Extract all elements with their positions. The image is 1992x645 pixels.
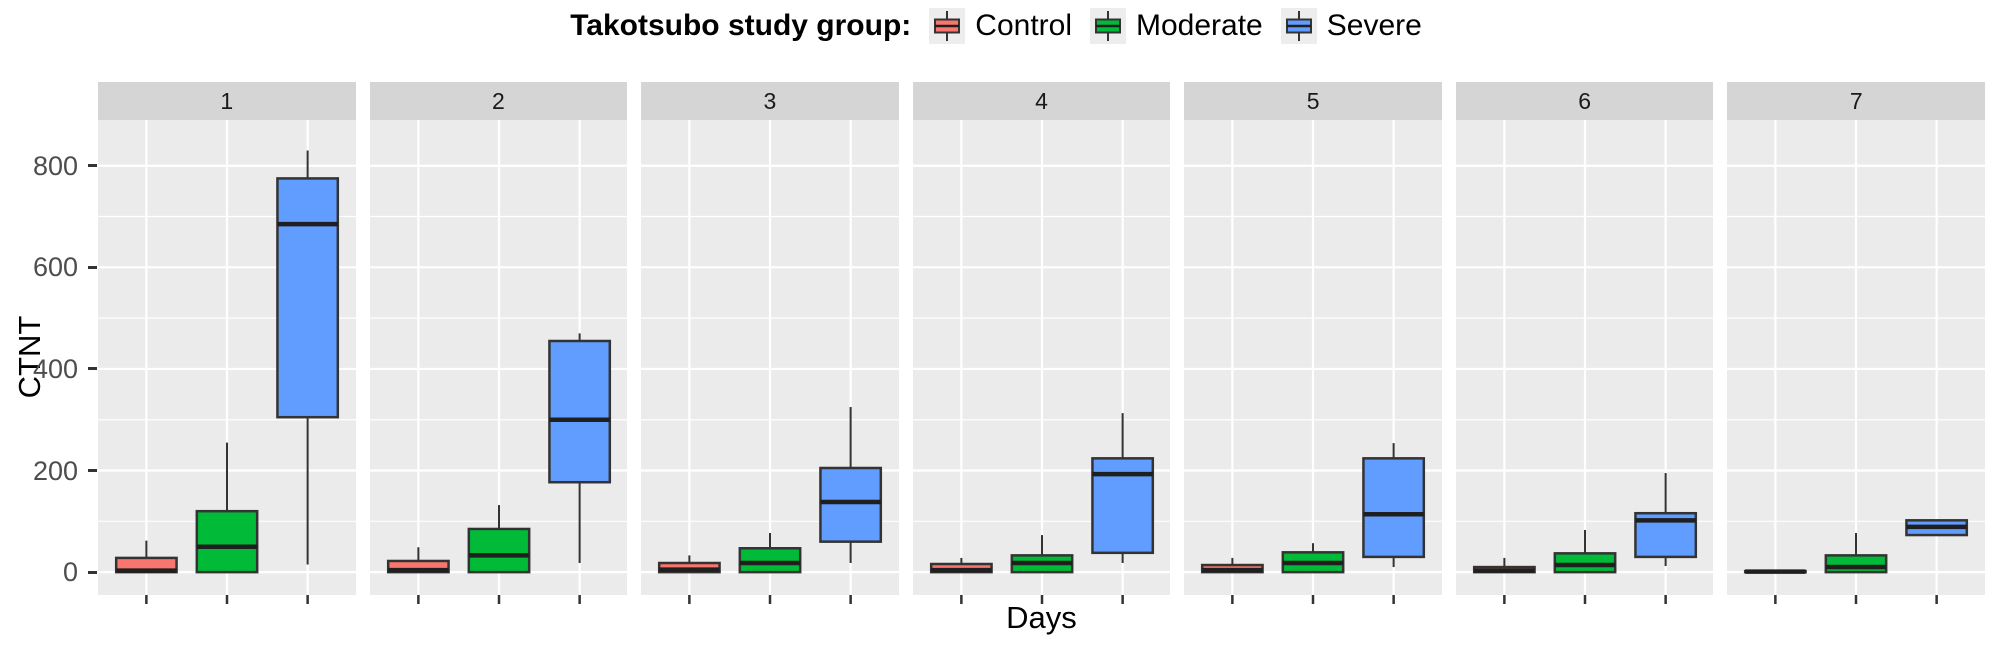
facet-strip-label: 6 <box>1455 82 1714 120</box>
legend-title: Takotsubo study group: <box>570 9 912 42</box>
x-axis-title: Days <box>1006 600 1077 635</box>
facet-panel: 2 <box>369 82 628 604</box>
facet-strip-label: 5 <box>1184 82 1442 120</box>
legend-item-severe: Severe <box>1280 8 1422 44</box>
facet-panel: 4 <box>912 82 1171 604</box>
facet-plot-area <box>1727 120 1986 604</box>
facet-plot-area <box>369 120 628 604</box>
y-tick-label: 600 <box>32 252 78 283</box>
boxplot-key-icon <box>1280 8 1317 44</box>
y-tick-label: 0 <box>62 557 78 588</box>
facet-panel: 5 <box>1184 82 1443 604</box>
y-tick-mark <box>88 265 97 269</box>
boxplot-key-icon <box>929 8 966 44</box>
facet-plot-area <box>912 120 1171 604</box>
y-tick-label: 400 <box>32 353 78 384</box>
legend-item-moderate: Moderate <box>1090 8 1263 44</box>
facet-strip-label: 3 <box>641 82 899 120</box>
y-tick-mark <box>88 570 97 574</box>
y-tick-label: 800 <box>32 150 78 181</box>
facet-plot-area <box>1184 120 1443 604</box>
y-tick-mark <box>88 164 97 168</box>
y-tick-label: 200 <box>32 455 78 486</box>
facet-strip-label: 7 <box>1727 82 1986 120</box>
facet-panel: 6 <box>1455 82 1714 604</box>
y-tick-mark <box>88 367 97 371</box>
facet-panel: 7 <box>1727 82 1986 604</box>
facet-panel: 3 <box>641 82 900 604</box>
facet-plot-area <box>98 120 356 604</box>
facet-strip-label: 4 <box>912 82 1171 120</box>
facet-plot-area <box>641 120 900 604</box>
legend-label: Control <box>975 9 1072 42</box>
facet-panel: 1 <box>98 82 356 604</box>
legend: Takotsubo study group: Control Moderate … <box>0 4 1992 48</box>
facet-strip-label: 2 <box>369 82 628 120</box>
facet-plot-area <box>1455 120 1714 604</box>
y-tick-mark <box>88 469 97 473</box>
legend-label: Severe <box>1326 9 1422 42</box>
legend-label: Moderate <box>1136 9 1263 42</box>
boxplot-key-icon <box>1090 8 1126 44</box>
legend-item-control: Control <box>929 8 1072 44</box>
facet-strip-label: 1 <box>98 82 356 120</box>
